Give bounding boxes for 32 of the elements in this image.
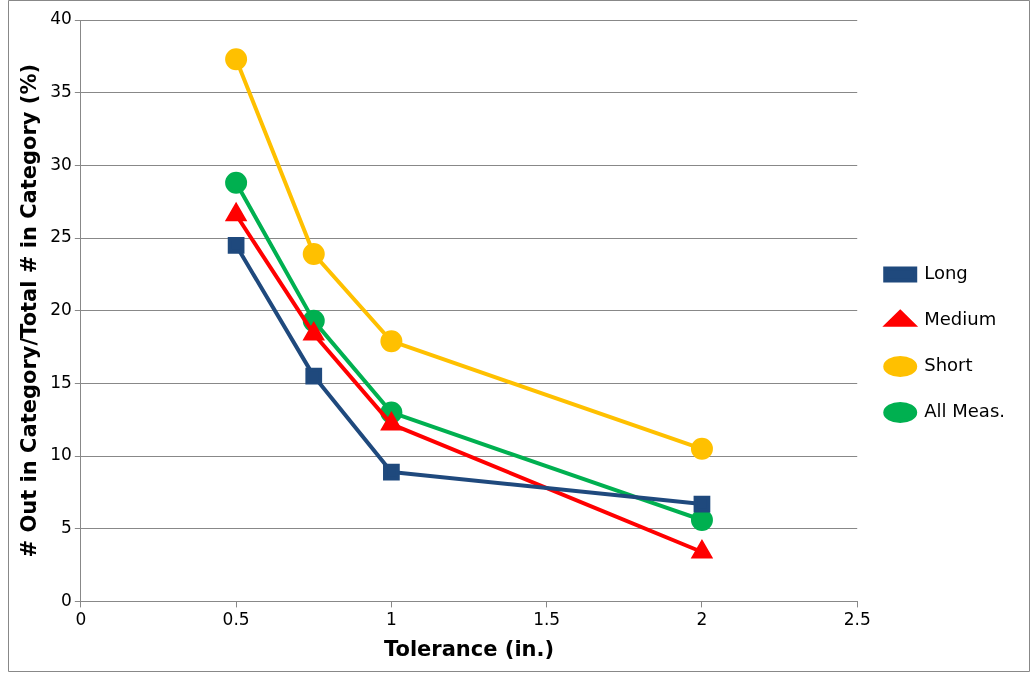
legend-label: Short xyxy=(924,354,973,376)
point xyxy=(693,495,711,513)
y-tick-label: 10 xyxy=(50,444,72,465)
x-tick-label: 2.5 xyxy=(843,609,871,630)
legend-label: Medium xyxy=(924,308,997,330)
y-tick-label: 20 xyxy=(50,299,72,320)
y-tick-label: 30 xyxy=(50,153,72,174)
point xyxy=(380,330,403,353)
point xyxy=(690,437,713,460)
y-tick-label: 5 xyxy=(61,517,72,538)
point xyxy=(227,236,245,254)
y-axis-title: # Out in Category/Total # in Category (%) xyxy=(17,63,42,558)
legend-label: Long xyxy=(924,262,968,284)
point xyxy=(225,48,248,71)
x-tick-label: 2 xyxy=(696,609,708,630)
point xyxy=(302,243,325,266)
point xyxy=(305,367,323,385)
legend-label: All Meas. xyxy=(924,400,1006,422)
y-tick-label: 35 xyxy=(50,81,72,102)
point xyxy=(383,463,400,481)
point xyxy=(690,509,713,531)
y-tick-label: 15 xyxy=(50,371,72,392)
x-tick-label: 1.5 xyxy=(533,609,561,630)
x-tick-label: 0.5 xyxy=(222,609,250,630)
x-tick-label: 1 xyxy=(385,609,397,630)
x-axis-title: Tolerance (in.) xyxy=(383,636,555,661)
point xyxy=(225,171,248,194)
x-tick-label: 0 xyxy=(75,609,87,630)
y-tick-label: 40 xyxy=(50,8,72,29)
y-tick-label: 0 xyxy=(61,589,72,610)
point xyxy=(381,413,402,431)
y-tick-label: 25 xyxy=(50,226,72,247)
